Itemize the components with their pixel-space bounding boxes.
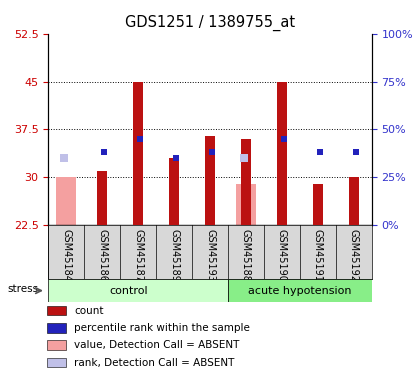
Bar — [205, 136, 215, 225]
Bar — [313, 184, 323, 225]
Text: GSM45190: GSM45190 — [277, 230, 287, 282]
Text: GSM45184: GSM45184 — [61, 230, 71, 282]
Bar — [97, 171, 107, 225]
Text: GSM45189: GSM45189 — [169, 230, 179, 282]
Text: count: count — [74, 306, 104, 315]
Bar — [47, 306, 66, 315]
Bar — [47, 358, 66, 368]
Bar — [47, 340, 66, 350]
Text: GSM45192: GSM45192 — [349, 230, 359, 282]
Text: control: control — [110, 286, 148, 296]
Bar — [228, 279, 372, 302]
Bar — [277, 82, 287, 225]
Text: percentile rank within the sample: percentile rank within the sample — [74, 323, 250, 333]
Bar — [48, 279, 228, 302]
Bar — [56, 177, 76, 225]
Bar — [47, 323, 66, 333]
Bar — [349, 177, 359, 225]
Bar — [169, 158, 179, 225]
Text: GSM45191: GSM45191 — [313, 230, 323, 282]
Text: GSM45188: GSM45188 — [241, 230, 251, 282]
Text: GSM45186: GSM45186 — [97, 230, 107, 282]
Text: stress: stress — [7, 285, 38, 294]
Text: value, Detection Call = ABSENT: value, Detection Call = ABSENT — [74, 340, 240, 350]
Title: GDS1251 / 1389755_at: GDS1251 / 1389755_at — [125, 15, 295, 31]
Bar — [236, 184, 256, 225]
Text: GSM45187: GSM45187 — [133, 230, 143, 282]
Bar — [241, 139, 251, 225]
Text: rank, Detection Call = ABSENT: rank, Detection Call = ABSENT — [74, 358, 235, 368]
Bar — [133, 82, 143, 225]
Text: GSM45193: GSM45193 — [205, 230, 215, 282]
Text: acute hypotension: acute hypotension — [248, 286, 352, 296]
